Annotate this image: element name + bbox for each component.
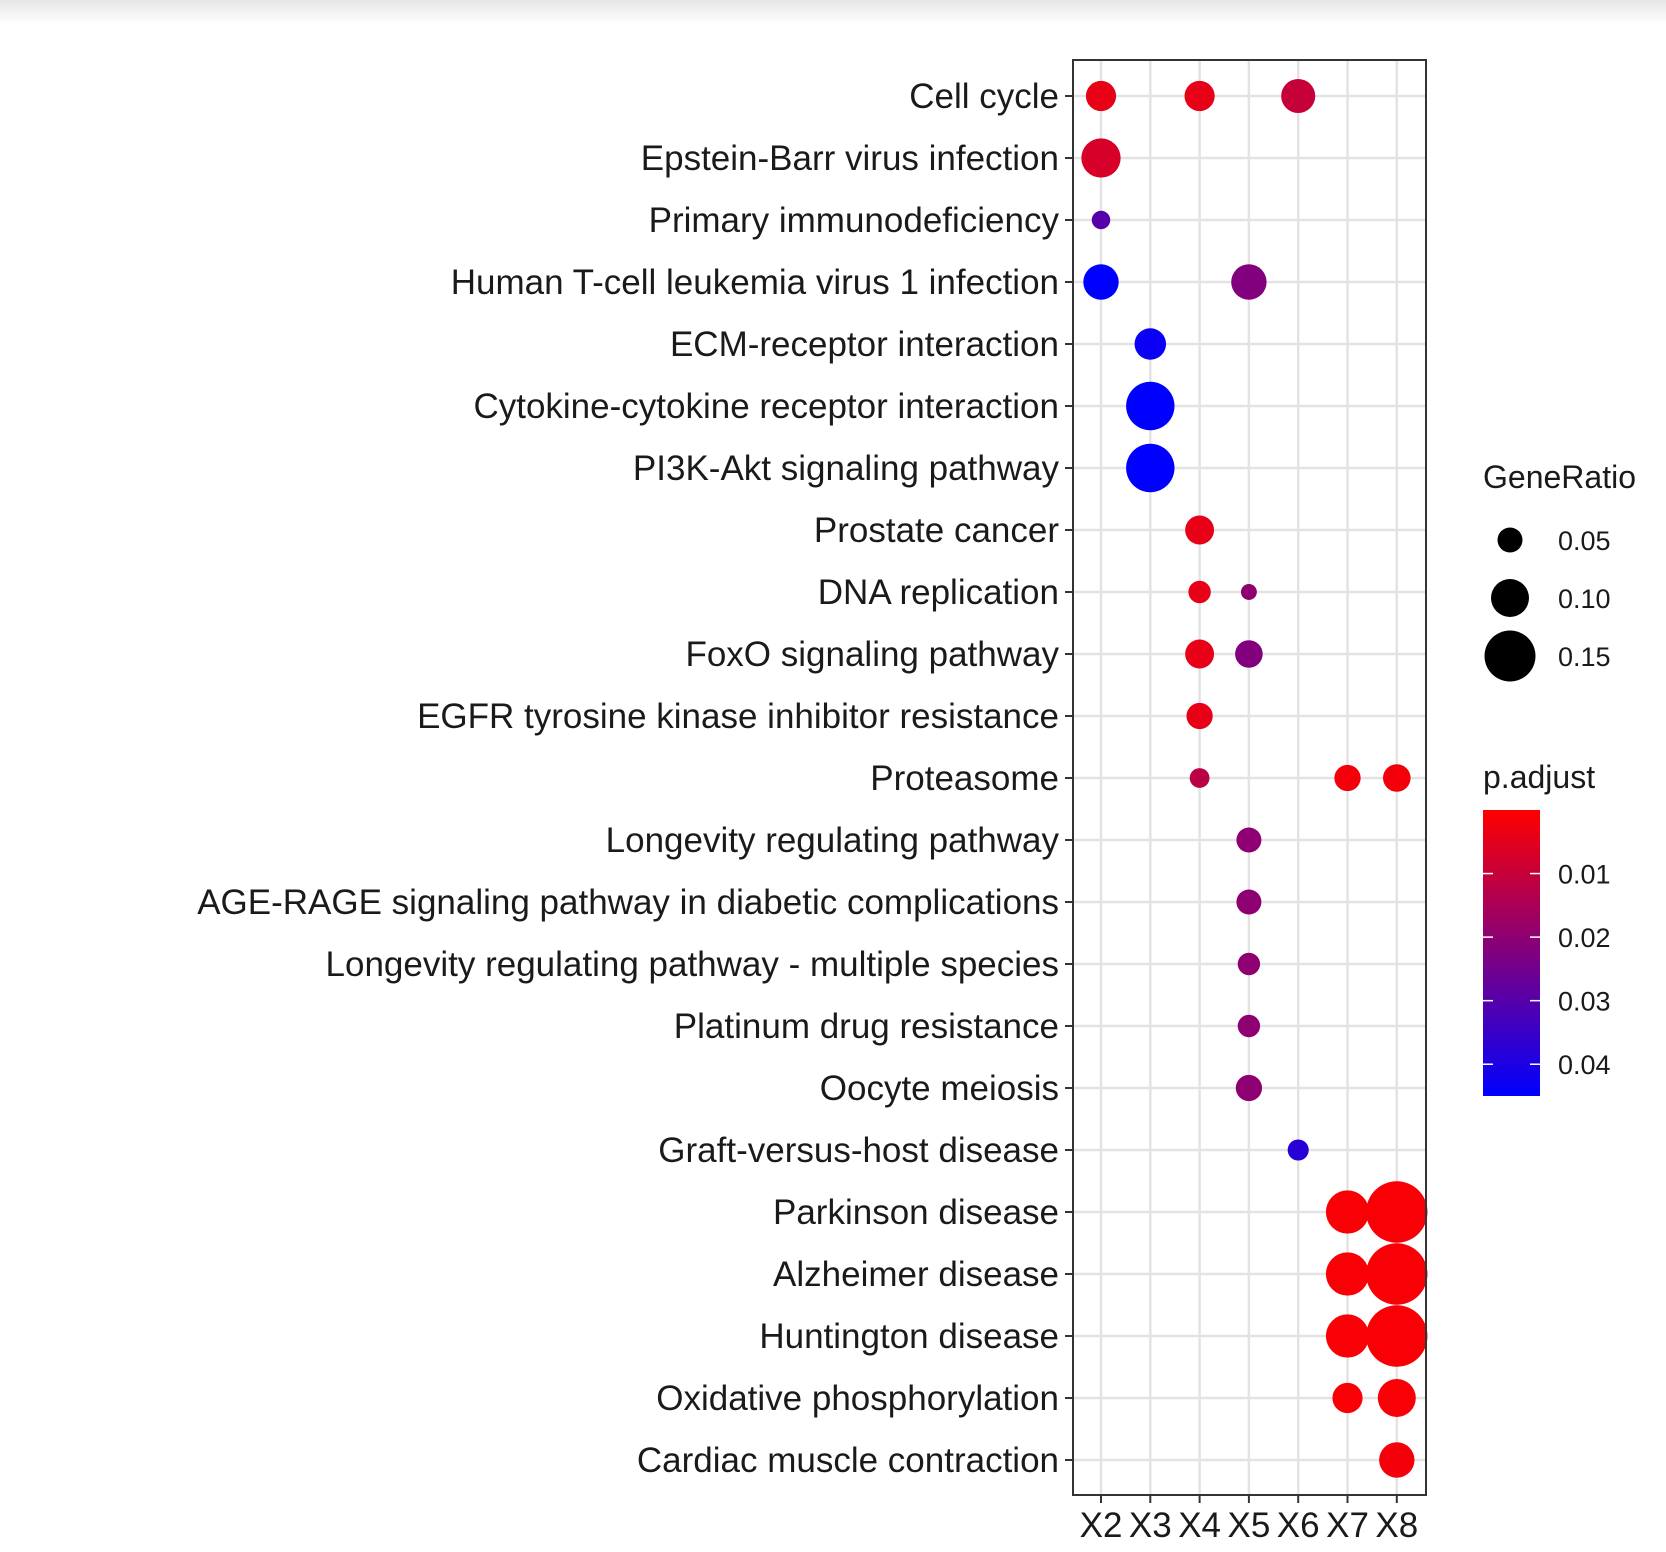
size-legend-title: GeneRatio [1483, 459, 1636, 495]
size-legend-label-0-05: 0.05 [1558, 526, 1611, 556]
point-x8-cardiac-muscle-contraction [1379, 1442, 1415, 1478]
color-legend-title: p.adjust [1483, 759, 1595, 795]
point-x7-huntington-disease [1325, 1314, 1370, 1358]
y-tick-label-foxo-signaling-pathway: FoxO signaling pathway [685, 635, 1059, 674]
point-x7-alzheimer-disease [1325, 1252, 1370, 1296]
point-x5-foxo-signaling-pathway [1235, 640, 1263, 668]
y-tick-label-dna-replication: DNA replication [818, 573, 1059, 612]
color-legend-bar [1483, 810, 1540, 1096]
y-tick-label-cytokine-cytokine-receptor-interaction: Cytokine-cytokine receptor interaction [473, 387, 1059, 426]
y-tick-label-prostate-cancer: Prostate cancer [814, 511, 1059, 550]
point-x8-huntington-disease [1366, 1305, 1428, 1367]
y-tick-label-pi3k-akt-signaling-pathway: PI3K-Akt signaling pathway [633, 449, 1060, 488]
point-x2-human-t-cell-leukemia-virus-1-infection [1083, 264, 1119, 300]
x-tick-label-x5: X5 [1227, 1506, 1270, 1545]
point-x5-longevity-regulating-pathway [1236, 827, 1262, 853]
y-tick-label-longevity-regulating-pathway-multiple-species: Longevity regulating pathway - multiple … [326, 945, 1059, 984]
point-x8-parkinson-disease [1366, 1181, 1428, 1243]
y-tick-label-alzheimer-disease: Alzheimer disease [773, 1255, 1059, 1294]
y-tick-label-oocyte-meiosis: Oocyte meiosis [820, 1069, 1059, 1108]
point-x6-graft-versus-host-disease [1287, 1139, 1309, 1161]
top-shade [0, 0, 1666, 24]
y-tick-label-epstein-barr-virus-infection: Epstein-Barr virus infection [641, 139, 1059, 178]
point-x5-longevity-regulating-pathway-multiple-species [1237, 952, 1261, 976]
y-tick-label-graft-versus-host-disease: Graft-versus-host disease [658, 1131, 1059, 1170]
x-tick-label-x6: X6 [1277, 1506, 1320, 1545]
color-legend-label-0-04: 0.04 [1558, 1050, 1611, 1080]
y-tick-label-longevity-regulating-pathway: Longevity regulating pathway [606, 821, 1060, 860]
point-x6-cell-cycle [1281, 78, 1316, 114]
point-x7-oxidative-phosphorylation [1332, 1382, 1363, 1414]
point-x2-epstein-barr-virus-infection [1081, 138, 1121, 178]
y-tick-label-egfr-tyrosine-kinase-inhibitor-resistance: EGFR tyrosine kinase inhibitor resistanc… [417, 697, 1059, 736]
point-x7-proteasome [1334, 764, 1361, 792]
point-x4-prostate-cancer [1185, 515, 1215, 545]
y-tick-label-proteasome: Proteasome [870, 759, 1059, 798]
x-tick-label-x4: X4 [1178, 1506, 1221, 1545]
size-legend-key-0-05 [1497, 527, 1523, 553]
point-x5-dna-replication [1240, 584, 1257, 600]
size-legend-key-0-15 [1484, 630, 1536, 682]
y-tick-label-age-rage-signaling-pathway-in-diabetic-complications: AGE-RAGE signaling pathway in diabetic c… [197, 883, 1059, 922]
point-x3-pi3k-akt-signaling-pathway [1126, 443, 1175, 493]
y-tick-label-cell-cycle: Cell cycle [909, 77, 1059, 116]
x-tick-label-x3: X3 [1129, 1506, 1172, 1545]
point-x3-ecm-receptor-interaction [1134, 328, 1167, 360]
point-x2-primary-immunodeficiency [1091, 210, 1111, 230]
y-tick-label-oxidative-phosphorylation: Oxidative phosphorylation [656, 1379, 1059, 1418]
point-x8-alzheimer-disease [1366, 1243, 1428, 1305]
point-x4-cell-cycle [1184, 80, 1215, 112]
point-x4-foxo-signaling-pathway [1185, 639, 1215, 669]
point-x4-egfr-tyrosine-kinase-inhibitor-resistance [1186, 702, 1213, 730]
size-legend-label-0-15: 0.15 [1558, 642, 1611, 672]
x-tick-label-x7: X7 [1326, 1506, 1369, 1545]
point-x4-proteasome [1189, 768, 1210, 788]
color-legend-label-0-03: 0.03 [1558, 987, 1611, 1017]
y-tick-label-human-t-cell-leukemia-virus-1-infection: Human T-cell leukemia virus 1 infection [451, 263, 1059, 302]
point-x3-cytokine-cytokine-receptor-interaction [1126, 381, 1175, 431]
x-tick-label-x2: X2 [1080, 1506, 1123, 1545]
size-legend-label-0-10: 0.10 [1558, 584, 1611, 614]
point-x5-age-rage-signaling-pathway-in-diabetic-complications [1236, 889, 1262, 915]
point-x5-platinum-drug-resistance [1237, 1014, 1261, 1038]
y-tick-label-platinum-drug-resistance: Platinum drug resistance [674, 1007, 1059, 1046]
point-x7-parkinson-disease [1325, 1190, 1370, 1234]
point-x4-dna-replication [1188, 580, 1211, 604]
color-legend-label-0-02: 0.02 [1558, 923, 1611, 953]
point-x5-oocyte-meiosis [1235, 1074, 1263, 1102]
y-tick-label-huntington-disease: Huntington disease [759, 1317, 1059, 1356]
size-legend-key-0-10 [1491, 579, 1529, 617]
x-tick-label-x8: X8 [1375, 1506, 1418, 1545]
point-x8-proteasome [1383, 764, 1411, 792]
y-tick-label-primary-immunodeficiency: Primary immunodeficiency [649, 201, 1060, 240]
point-x8-oxidative-phosphorylation [1377, 1379, 1416, 1417]
point-x5-human-t-cell-leukemia-virus-1-infection [1231, 264, 1267, 300]
y-tick-label-parkinson-disease: Parkinson disease [773, 1193, 1059, 1232]
y-tick-label-ecm-receptor-interaction: ECM-receptor interaction [670, 325, 1059, 364]
point-x2-cell-cycle [1085, 80, 1117, 112]
color-legend-label-0-01: 0.01 [1558, 860, 1611, 890]
y-tick-label-cardiac-muscle-contraction: Cardiac muscle contraction [637, 1441, 1059, 1480]
